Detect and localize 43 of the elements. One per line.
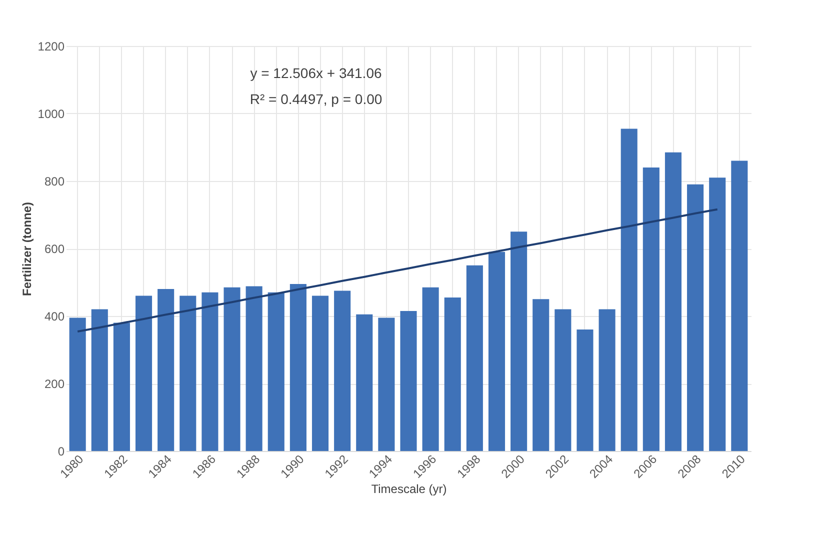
annotation: R² = 0.4497, p = 0.00: [250, 91, 382, 107]
y-axis-title: Fertilizer (tonne): [20, 202, 34, 296]
bar: [510, 232, 528, 451]
bar: [642, 168, 660, 451]
bar: [202, 292, 218, 451]
y-tick-label: 200: [44, 377, 65, 391]
bar: [620, 128, 638, 451]
bar: [709, 178, 726, 451]
bar: [356, 314, 373, 451]
y-tick-label: 400: [44, 310, 65, 324]
bar: [731, 160, 748, 451]
bar: [598, 309, 616, 451]
bar: [488, 252, 506, 451]
bar: [466, 265, 483, 451]
x-axis-title: Timescale (yr): [371, 482, 447, 496]
bar: [312, 296, 329, 451]
bar: [687, 184, 704, 451]
bar: [180, 296, 196, 451]
bar: [158, 289, 174, 451]
bar: [135, 296, 152, 451]
bar: [532, 299, 550, 451]
y-tick-label: 800: [44, 174, 65, 188]
bar: [400, 310, 417, 451]
bar: [113, 322, 130, 451]
bar: [664, 152, 682, 451]
bar: [246, 286, 262, 451]
bar: [334, 290, 351, 451]
y-tick-label: 1000: [38, 107, 65, 121]
bar: [224, 287, 240, 451]
bar: [444, 297, 461, 451]
bar: [268, 292, 284, 451]
bar: [422, 287, 439, 451]
y-tick-label: 1200: [38, 40, 65, 54]
bar: [576, 330, 594, 451]
y-tick-label: 600: [44, 242, 65, 256]
bar: [91, 309, 108, 451]
annotation: y = 12.506x + 341.06: [250, 65, 382, 81]
line-series: [76, 208, 718, 333]
bar: [378, 318, 395, 451]
bar: [69, 318, 86, 451]
bar: [554, 309, 572, 451]
bar: [290, 284, 306, 451]
y-tick-label: 0: [58, 444, 65, 458]
